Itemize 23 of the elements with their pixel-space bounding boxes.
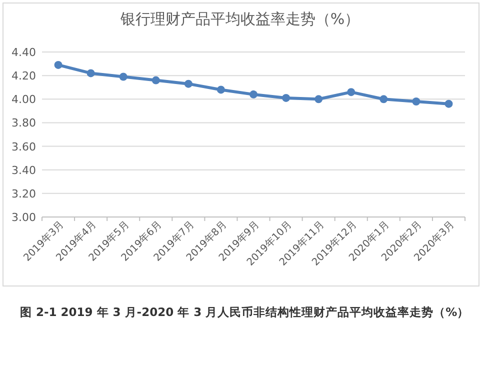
y-tick-label: 4.20 (12, 70, 36, 83)
point (444, 100, 453, 108)
y-tick-label: 3.00 (12, 211, 36, 224)
point (54, 60, 62, 69)
point (412, 98, 420, 106)
point (250, 90, 258, 98)
point (380, 95, 388, 104)
y-tick-label: 3.40 (12, 164, 36, 177)
point (152, 76, 160, 84)
point (314, 95, 323, 104)
point (347, 88, 356, 96)
annotation: 图 2-1 2019 年 3 月-2020 年 3 月人民币非结构性理财产品平均收益率走势（%） (20, 305, 470, 319)
y-tick-label: 4.40 (12, 46, 36, 59)
point (216, 86, 225, 94)
y-tick-label: 4.00 (12, 93, 36, 106)
point (282, 94, 290, 102)
point (119, 72, 128, 81)
point (86, 69, 95, 78)
y-tick-label: 3.20 (12, 187, 36, 200)
y-tick-label: 3.60 (12, 140, 36, 154)
title: 银行理财产品平均收益率走势（%） (120, 10, 360, 28)
point (184, 80, 192, 88)
y-tick-label: 3.80 (12, 116, 36, 130)
